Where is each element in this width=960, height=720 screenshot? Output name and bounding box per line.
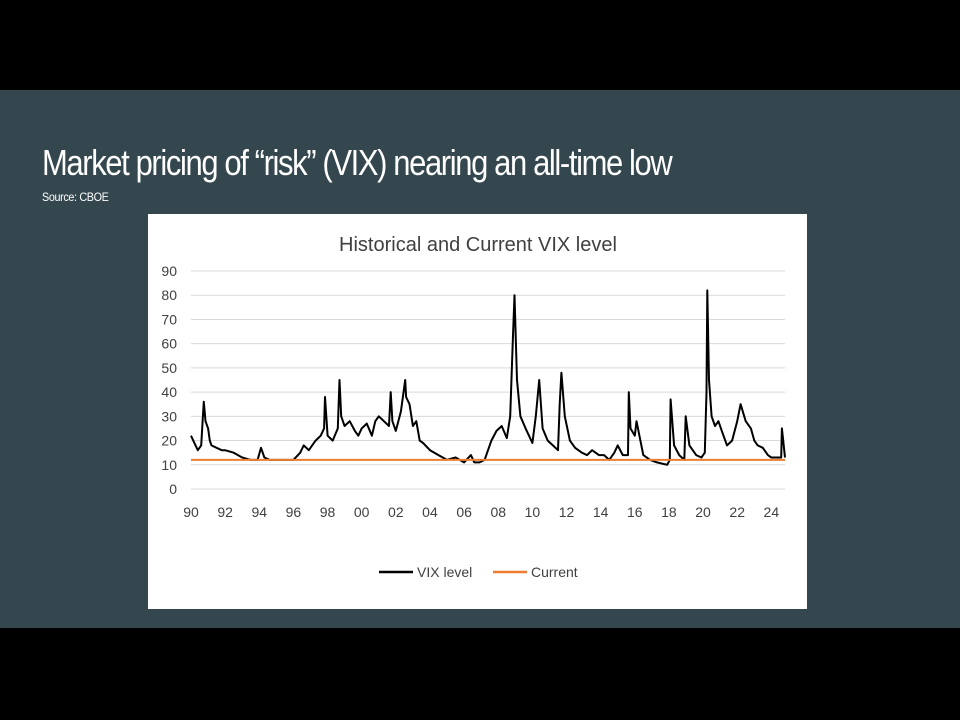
x-tick-label: 02 (388, 504, 404, 520)
x-tick-label: 08 (490, 504, 506, 520)
x-tick-label: 14 (593, 504, 609, 520)
y-tick-label: 40 (161, 384, 177, 400)
source-note: Source: CBOE (42, 190, 109, 204)
series-group (190, 289, 786, 466)
x-tick-label: 20 (695, 504, 711, 520)
chart-panel: Historical and Current VIX level 0 10 20 30… (148, 214, 807, 609)
y-axis-ticks: 0 10 20 30 40 50 60 70 80 90 (161, 263, 177, 497)
gridlines (191, 270, 785, 490)
legend-label: VIX level (417, 564, 472, 580)
vix-level-line (190, 289, 786, 466)
x-axis-ticks: 90 92 94 96 98 00 02 04 06 08 10 12 14 16 18 20 22 24 (183, 504, 779, 520)
x-tick-label: 18 (661, 504, 677, 520)
x-tick-label: 94 (251, 504, 267, 520)
x-tick-label: 98 (320, 504, 336, 520)
slide: Market pricing of “risk” (VIX) nearing a… (0, 90, 960, 628)
y-tick-label: 50 (161, 360, 177, 376)
y-tick-label: 10 (161, 457, 177, 473)
x-tick-label: 96 (286, 504, 302, 520)
x-tick-label: 22 (729, 504, 745, 520)
chart-title: Historical and Current VIX level (339, 234, 617, 256)
x-tick-label: 90 (183, 504, 199, 520)
x-tick-label: 16 (627, 504, 643, 520)
y-tick-label: 60 (161, 336, 177, 352)
y-tick-label: 0 (169, 481, 177, 497)
y-tick-label: 20 (161, 433, 177, 449)
legend: VIX level Current (379, 564, 578, 580)
y-tick-label: 90 (161, 263, 177, 279)
vix-chart: Historical and Current VIX level 0 10 20 30… (161, 234, 786, 580)
y-tick-label: 80 (161, 287, 177, 303)
slide-title: Market pricing of “risk” (VIX) nearing a… (42, 142, 673, 183)
x-tick-label: 00 (354, 504, 370, 520)
y-tick-label: 30 (161, 408, 177, 424)
y-tick-label: 70 (161, 311, 177, 327)
x-tick-label: 06 (456, 504, 472, 520)
x-tick-label: 92 (217, 504, 233, 520)
x-tick-label: 10 (525, 504, 541, 520)
x-tick-label: 24 (764, 504, 780, 520)
legend-label: Current (531, 564, 578, 580)
x-tick-label: 04 (422, 504, 438, 520)
x-tick-label: 12 (559, 504, 575, 520)
